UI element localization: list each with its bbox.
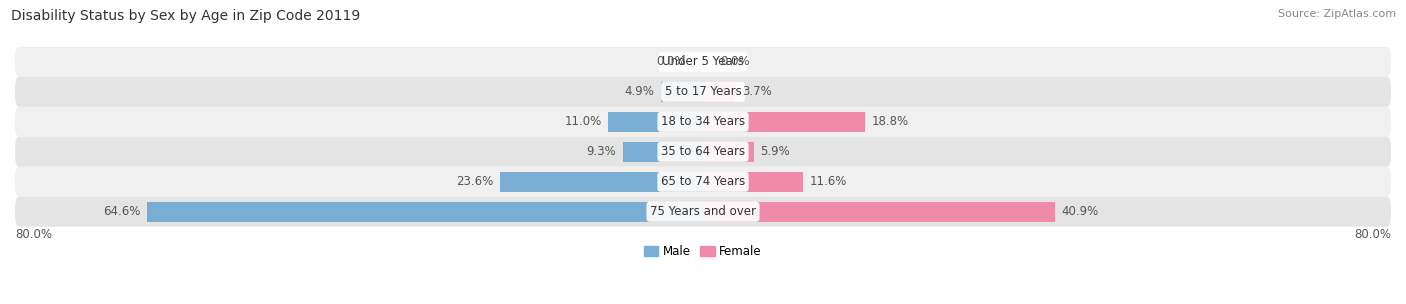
Text: 64.6%: 64.6% bbox=[103, 205, 141, 218]
Bar bbox=[609, 112, 703, 132]
Text: 18.8%: 18.8% bbox=[872, 115, 908, 128]
Legend: Male, Female: Male, Female bbox=[640, 240, 766, 263]
FancyBboxPatch shape bbox=[15, 167, 1391, 197]
Text: Under 5 Years: Under 5 Years bbox=[662, 55, 744, 68]
Text: 40.9%: 40.9% bbox=[1062, 205, 1099, 218]
Text: Source: ZipAtlas.com: Source: ZipAtlas.com bbox=[1278, 9, 1396, 19]
Text: 9.3%: 9.3% bbox=[586, 145, 616, 158]
Text: 11.6%: 11.6% bbox=[810, 175, 846, 188]
Bar bbox=[623, 142, 703, 162]
FancyBboxPatch shape bbox=[15, 47, 1391, 77]
Bar bbox=[703, 112, 865, 132]
Text: 75 Years and over: 75 Years and over bbox=[650, 205, 756, 218]
FancyBboxPatch shape bbox=[15, 107, 1391, 137]
Text: Disability Status by Sex by Age in Zip Code 20119: Disability Status by Sex by Age in Zip C… bbox=[11, 9, 360, 23]
Text: 80.0%: 80.0% bbox=[15, 228, 52, 241]
Text: 0.0%: 0.0% bbox=[720, 55, 749, 68]
Bar bbox=[703, 142, 754, 162]
FancyBboxPatch shape bbox=[15, 77, 1391, 107]
Bar bbox=[703, 171, 803, 192]
Text: 23.6%: 23.6% bbox=[456, 175, 494, 188]
Bar bbox=[501, 171, 703, 192]
FancyBboxPatch shape bbox=[15, 137, 1391, 167]
Text: 65 to 74 Years: 65 to 74 Years bbox=[661, 175, 745, 188]
Bar bbox=[703, 82, 735, 102]
Text: 5 to 17 Years: 5 to 17 Years bbox=[665, 85, 741, 98]
Bar bbox=[661, 82, 703, 102]
Text: 5.9%: 5.9% bbox=[761, 145, 790, 158]
Text: 18 to 34 Years: 18 to 34 Years bbox=[661, 115, 745, 128]
Bar bbox=[703, 202, 1054, 222]
Text: 11.0%: 11.0% bbox=[564, 115, 602, 128]
Text: 3.7%: 3.7% bbox=[742, 85, 772, 98]
FancyBboxPatch shape bbox=[15, 197, 1391, 227]
Text: 4.9%: 4.9% bbox=[624, 85, 654, 98]
Text: 80.0%: 80.0% bbox=[1354, 228, 1391, 241]
Bar bbox=[148, 202, 703, 222]
Text: 0.0%: 0.0% bbox=[657, 55, 686, 68]
Text: 35 to 64 Years: 35 to 64 Years bbox=[661, 145, 745, 158]
